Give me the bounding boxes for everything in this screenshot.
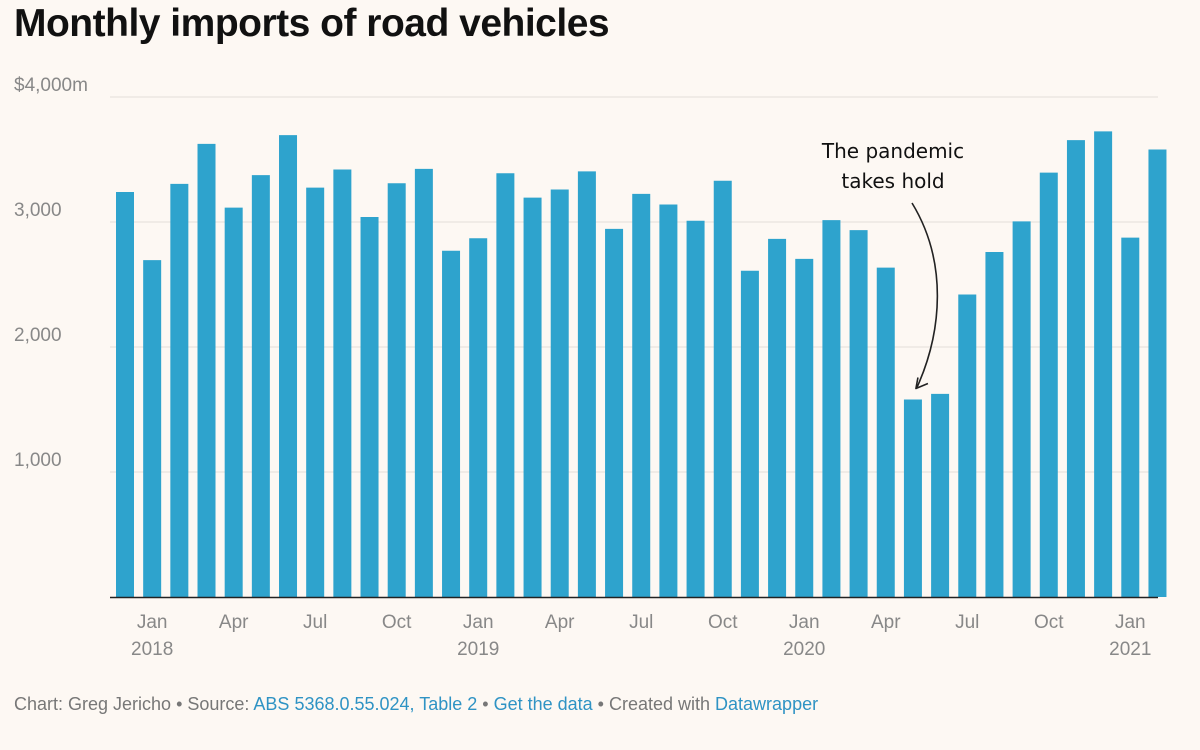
x-tick-label: Jan (463, 612, 494, 633)
x-tick-label: Jan (137, 612, 168, 633)
bar (958, 294, 977, 597)
y-tick-label: 3,000 (14, 200, 62, 221)
bar (1121, 237, 1140, 597)
bar (197, 143, 216, 597)
bar (903, 399, 922, 597)
chart-title: Monthly imports of road vehicles (14, 2, 610, 45)
bar (1148, 149, 1167, 597)
x-tick-label: Oct (1034, 612, 1064, 633)
get-data-link[interactable]: Get the data (493, 694, 593, 714)
bar (496, 173, 515, 597)
bar-chart: $4,000m 3,000 2,000 1,000 Jan 2018 Apr Jul Oct Ja… (14, 75, 1167, 660)
bar (740, 270, 759, 597)
bar (387, 183, 406, 597)
bar (116, 192, 134, 597)
bar (1012, 221, 1031, 597)
bar (605, 228, 624, 597)
annotation-arrow (911, 202, 939, 388)
x-tick-year-label: 2020 (783, 639, 825, 660)
x-tick-label: Jul (955, 612, 979, 633)
footer-separator: • Created with (592, 694, 716, 714)
bar (876, 267, 895, 597)
x-tick-label: Jan (789, 612, 820, 633)
bar (659, 204, 678, 597)
bar (686, 220, 705, 597)
bar (632, 193, 651, 597)
x-tick-label: Apr (871, 612, 901, 633)
bar (306, 187, 325, 597)
x-tick-label: Jul (303, 612, 327, 633)
bar (251, 175, 270, 597)
bar (768, 238, 787, 597)
bar (170, 183, 189, 597)
bar (931, 393, 950, 597)
bar (822, 220, 841, 597)
x-tick-label: Jul (629, 612, 653, 633)
datawrapper-link[interactable]: Datawrapper (715, 694, 819, 714)
bar (360, 217, 379, 597)
bar (523, 197, 542, 597)
footer-separator: • (477, 694, 494, 714)
bar (577, 171, 596, 597)
bar (224, 207, 243, 597)
x-tick-label: Oct (382, 612, 412, 633)
x-tick-label: Apr (219, 612, 249, 633)
y-tick-label: 2,000 (14, 325, 62, 346)
bar (414, 168, 433, 597)
source-link[interactable]: ABS 5368.0.55.024, Table 2 (253, 694, 478, 714)
bar (550, 189, 569, 597)
annotation-arrowhead (915, 377, 929, 390)
y-tick-label: 1,000 (14, 450, 62, 471)
bar (333, 169, 352, 597)
bar (849, 230, 868, 597)
bar (1066, 140, 1085, 597)
bar (985, 252, 1004, 597)
footer-credit: Chart: Greg Jericho (14, 694, 172, 714)
y-tick-label: $4,000m (14, 75, 88, 96)
x-tick-label: Oct (708, 612, 738, 633)
x-tick-year-label: 2021 (1109, 639, 1151, 660)
footer-separator: • Source: (171, 694, 254, 714)
bar (279, 135, 298, 597)
annotation-text: takes hold (841, 169, 944, 193)
x-tick-year-label: 2019 (457, 639, 499, 660)
x-tick-year-label: 2018 (131, 639, 173, 660)
x-tick-label: Jan (1115, 612, 1146, 633)
bar (442, 250, 461, 597)
bar (469, 238, 488, 597)
bar (795, 258, 814, 597)
bar (143, 260, 162, 597)
bar (713, 180, 732, 597)
bar (1039, 172, 1058, 597)
bar (1094, 131, 1113, 597)
annotation-text: The pandemic (821, 139, 964, 163)
x-tick-label: Apr (545, 612, 575, 633)
chart-footer: Chart: Greg Jericho • Source: ABS 5368.0… (14, 694, 818, 715)
